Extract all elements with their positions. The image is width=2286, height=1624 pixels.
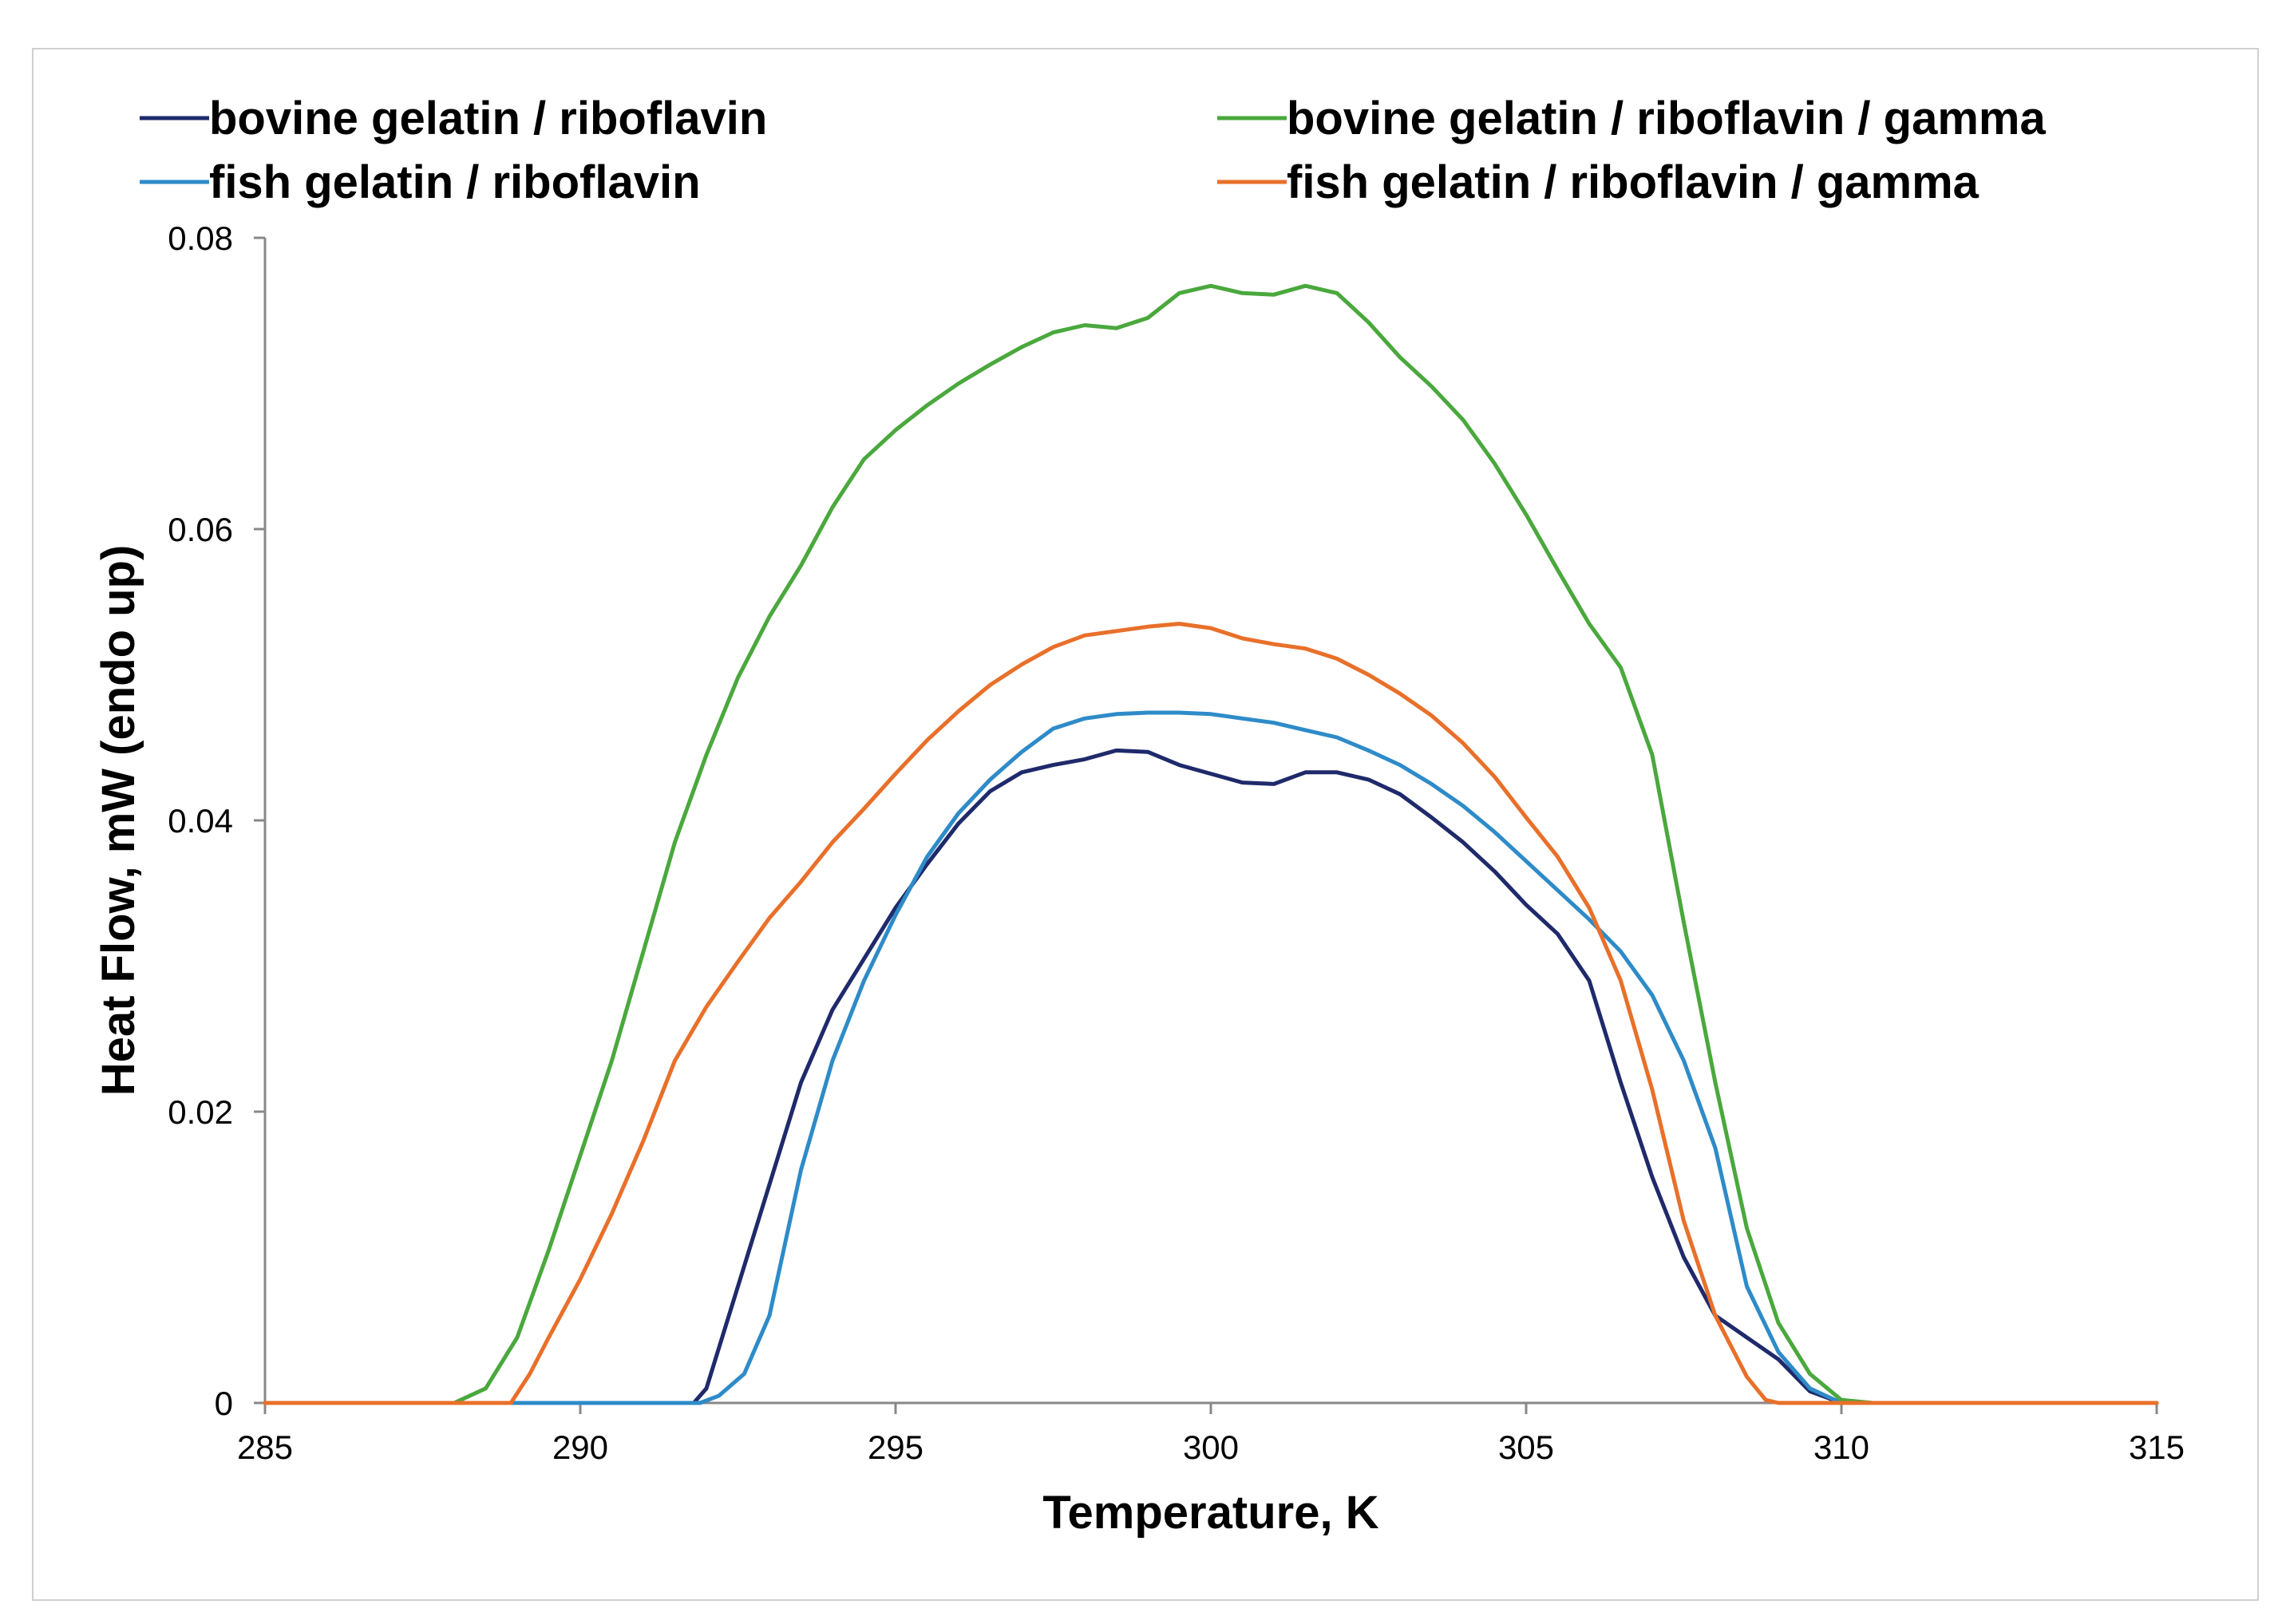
y-tick-label: 0 (215, 1385, 233, 1422)
legend-label-bovine-gamma: bovine gelatin / riboflavin / gamma (1287, 93, 2046, 144)
legend-label-fish-gamma: fish gelatin / riboflavin / gamma (1287, 156, 1979, 208)
x-ticks: 285 290 295 300 305 310 315 (237, 1403, 2185, 1466)
x-tick-label: 315 (2129, 1428, 2185, 1466)
legend-label-bovine: bovine gelatin / riboflavin (209, 93, 767, 144)
y-tick-label: 0.06 (168, 511, 233, 548)
legend-label-fish: fish gelatin / riboflavin (209, 156, 701, 208)
series-line-fish (263, 710, 2159, 1405)
series-lines (263, 283, 2159, 1405)
y-tick-label: 0.08 (168, 219, 233, 257)
x-tick-label: 285 (237, 1428, 293, 1466)
x-axis-title: Temperature, K (1042, 1487, 1378, 1539)
legend-item-bovine: bovine gelatin / riboflavin (140, 93, 767, 144)
legend: bovine gelatin / riboflavin fish gelatin… (140, 93, 2046, 208)
series-line-fish-gamma (263, 622, 2159, 1405)
series-line-bovine (263, 748, 2159, 1405)
y-tick-label: 0.04 (168, 802, 233, 840)
x-tick-label: 305 (1498, 1428, 1554, 1466)
x-tick-label: 295 (868, 1428, 923, 1466)
y-tick-label: 0.02 (168, 1093, 233, 1131)
legend-item-bovine-gamma: bovine gelatin / riboflavin / gamma (1217, 93, 2046, 144)
legend-item-fish: fish gelatin / riboflavin (140, 156, 701, 208)
legend-item-fish-gamma: fish gelatin / riboflavin / gamma (1217, 156, 1979, 208)
chart-frame (32, 48, 2259, 1601)
series-line-bovine-gamma (263, 283, 2159, 1405)
x-tick-label: 300 (1183, 1428, 1239, 1466)
y-ticks: 0 0.02 0.04 0.06 0.08 (168, 219, 265, 1422)
y-axis-title: Heat Flow, mW (endo up) (93, 545, 144, 1096)
x-tick-label: 310 (1813, 1428, 1869, 1466)
x-tick-label: 290 (552, 1428, 608, 1466)
